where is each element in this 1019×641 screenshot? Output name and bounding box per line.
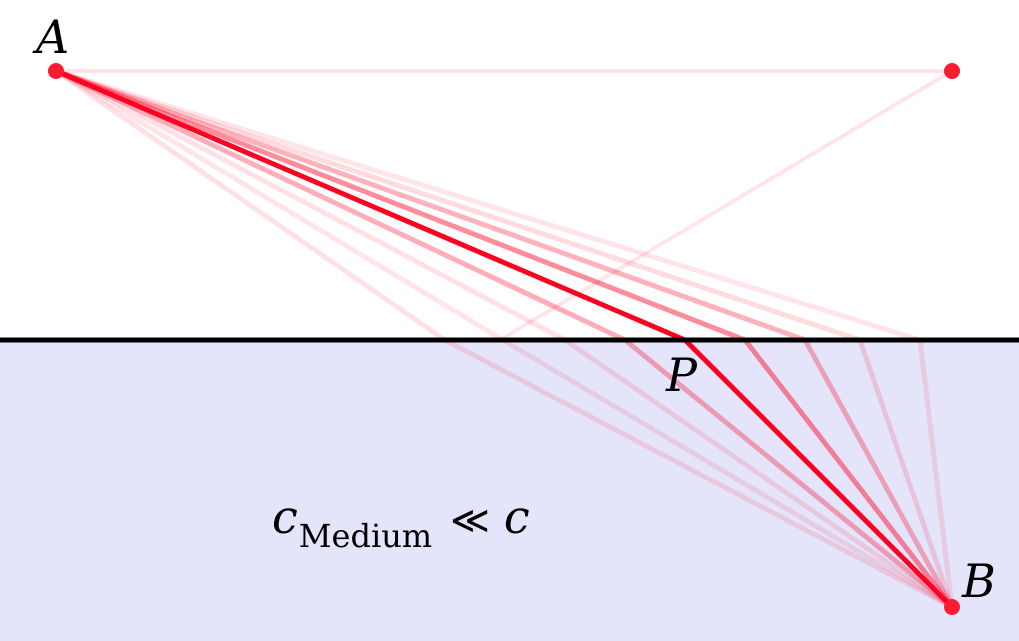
label-p: P	[666, 348, 697, 402]
light-path	[53, 68, 863, 343]
light-path	[802, 337, 955, 610]
point-a	[48, 63, 64, 79]
optimal-light-path	[682, 337, 955, 610]
point-top-right	[944, 63, 960, 79]
light-paths	[53, 68, 955, 610]
light-path-segment	[498, 69, 954, 342]
light-path	[53, 68, 506, 343]
light-path	[53, 68, 568, 343]
light-path	[917, 337, 955, 610]
light-path	[53, 68, 808, 343]
light-path	[53, 68, 923, 343]
label-b: B	[962, 554, 996, 608]
light-path	[53, 68, 628, 343]
formula-c: c	[503, 490, 530, 544]
light-path	[500, 337, 955, 610]
light-path	[857, 337, 955, 610]
optimal-light-path	[53, 68, 688, 343]
light-path	[53, 68, 448, 343]
light-path	[53, 68, 748, 343]
light-path	[442, 337, 955, 610]
formula-relation: ≪	[450, 498, 490, 542]
formula-c-medium: c	[272, 490, 298, 544]
formula-subscript: Medium	[298, 517, 433, 555]
medium-region	[0, 340, 1019, 641]
light-path	[562, 337, 955, 610]
point-b	[944, 599, 960, 615]
light-path	[622, 337, 955, 610]
speed-relation-formula: cMedium ≪ c	[272, 494, 530, 552]
label-a: A	[36, 10, 70, 64]
light-path	[742, 337, 955, 610]
